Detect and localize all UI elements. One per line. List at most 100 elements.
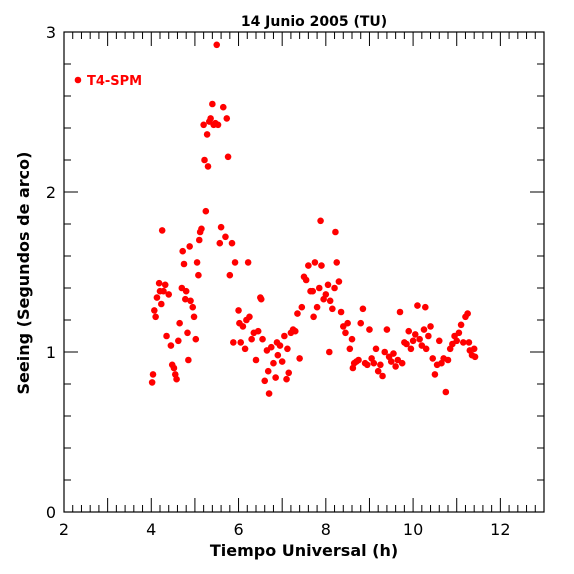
data-point <box>326 348 333 356</box>
data-point <box>409 337 417 345</box>
data-point <box>281 332 288 340</box>
data-point <box>298 303 306 311</box>
data-point <box>283 375 290 383</box>
data-point <box>416 335 423 343</box>
data-point <box>224 153 232 161</box>
data-point <box>149 371 157 378</box>
data-point <box>173 375 180 383</box>
x-tick-label: 4 <box>146 520 156 539</box>
data-point <box>335 278 343 285</box>
data-point <box>180 260 188 268</box>
data-point <box>184 329 191 337</box>
data-point <box>259 335 266 343</box>
data-point <box>315 284 323 292</box>
data-point <box>198 225 205 233</box>
data-point <box>396 308 404 316</box>
data-point <box>241 345 249 353</box>
data-point <box>231 259 239 266</box>
data-point <box>270 359 277 367</box>
data-point <box>284 345 291 353</box>
data-point <box>471 353 479 361</box>
data-point <box>326 297 334 305</box>
data-point <box>257 295 265 303</box>
data-point <box>329 305 336 313</box>
data-point <box>444 356 452 364</box>
data-point <box>390 350 397 357</box>
data-point <box>165 291 173 298</box>
data-point <box>431 371 439 378</box>
data-point <box>200 121 207 129</box>
data-point <box>261 377 269 385</box>
data-point <box>167 342 175 349</box>
legend: T4-SPM <box>87 74 142 89</box>
data-point <box>348 335 356 343</box>
data-point <box>265 390 273 397</box>
data-point <box>457 321 465 329</box>
data-point <box>217 223 225 231</box>
data-point <box>192 335 200 343</box>
data-point <box>185 356 192 364</box>
data-point <box>202 207 210 215</box>
data-point <box>296 355 303 362</box>
data-point <box>318 262 325 269</box>
data-point <box>372 345 380 353</box>
data-point <box>337 308 345 316</box>
data-point <box>435 337 443 345</box>
data-point <box>455 329 463 337</box>
data-point <box>193 259 201 266</box>
data-point <box>204 163 212 170</box>
data-point <box>366 326 373 333</box>
legend-label: T4-SPM <box>87 74 142 89</box>
data-point <box>317 217 324 225</box>
data-point <box>246 313 253 321</box>
data-point <box>374 367 382 375</box>
data-point <box>342 329 349 337</box>
data-point <box>213 41 221 49</box>
data-point <box>311 259 319 266</box>
data-point <box>207 115 214 122</box>
data-point <box>189 303 197 311</box>
data-point <box>407 345 415 353</box>
points-layer <box>74 41 479 397</box>
data-point <box>377 361 384 369</box>
data-point <box>248 335 255 343</box>
data-point <box>346 345 354 353</box>
data-point <box>244 259 252 266</box>
data-point <box>153 294 161 301</box>
data-point <box>276 342 284 349</box>
data-point <box>324 281 332 289</box>
data-point <box>294 310 301 317</box>
data-point <box>305 262 312 269</box>
x-tick-label: 8 <box>321 520 331 539</box>
data-point <box>216 239 224 247</box>
data-point <box>309 287 317 295</box>
y-tick-label: 1 <box>46 343 56 362</box>
data-point <box>179 247 186 255</box>
data-point <box>291 327 299 335</box>
data-point <box>237 339 245 346</box>
data-point <box>195 271 202 279</box>
data-point <box>222 233 229 241</box>
data-point <box>267 343 275 351</box>
data-point <box>219 103 227 111</box>
data-point <box>464 310 471 317</box>
data-point <box>310 313 317 321</box>
data-point <box>252 356 260 364</box>
data-point <box>355 356 362 364</box>
y-tick-label: 0 <box>46 503 56 522</box>
plot-frame <box>63 31 545 513</box>
data-point <box>344 319 351 327</box>
data-point <box>203 131 211 138</box>
data-point <box>163 332 170 340</box>
data-point <box>201 156 208 164</box>
data-point <box>148 379 156 386</box>
data-point <box>226 271 234 279</box>
data-point <box>228 239 236 247</box>
data-point <box>151 307 158 314</box>
data-point <box>322 291 330 298</box>
data-point <box>383 326 391 333</box>
y-tick-label: 2 <box>46 183 56 202</box>
y-axis-label: Seeing (Segundos de arco) <box>14 152 33 395</box>
data-point <box>425 332 432 340</box>
